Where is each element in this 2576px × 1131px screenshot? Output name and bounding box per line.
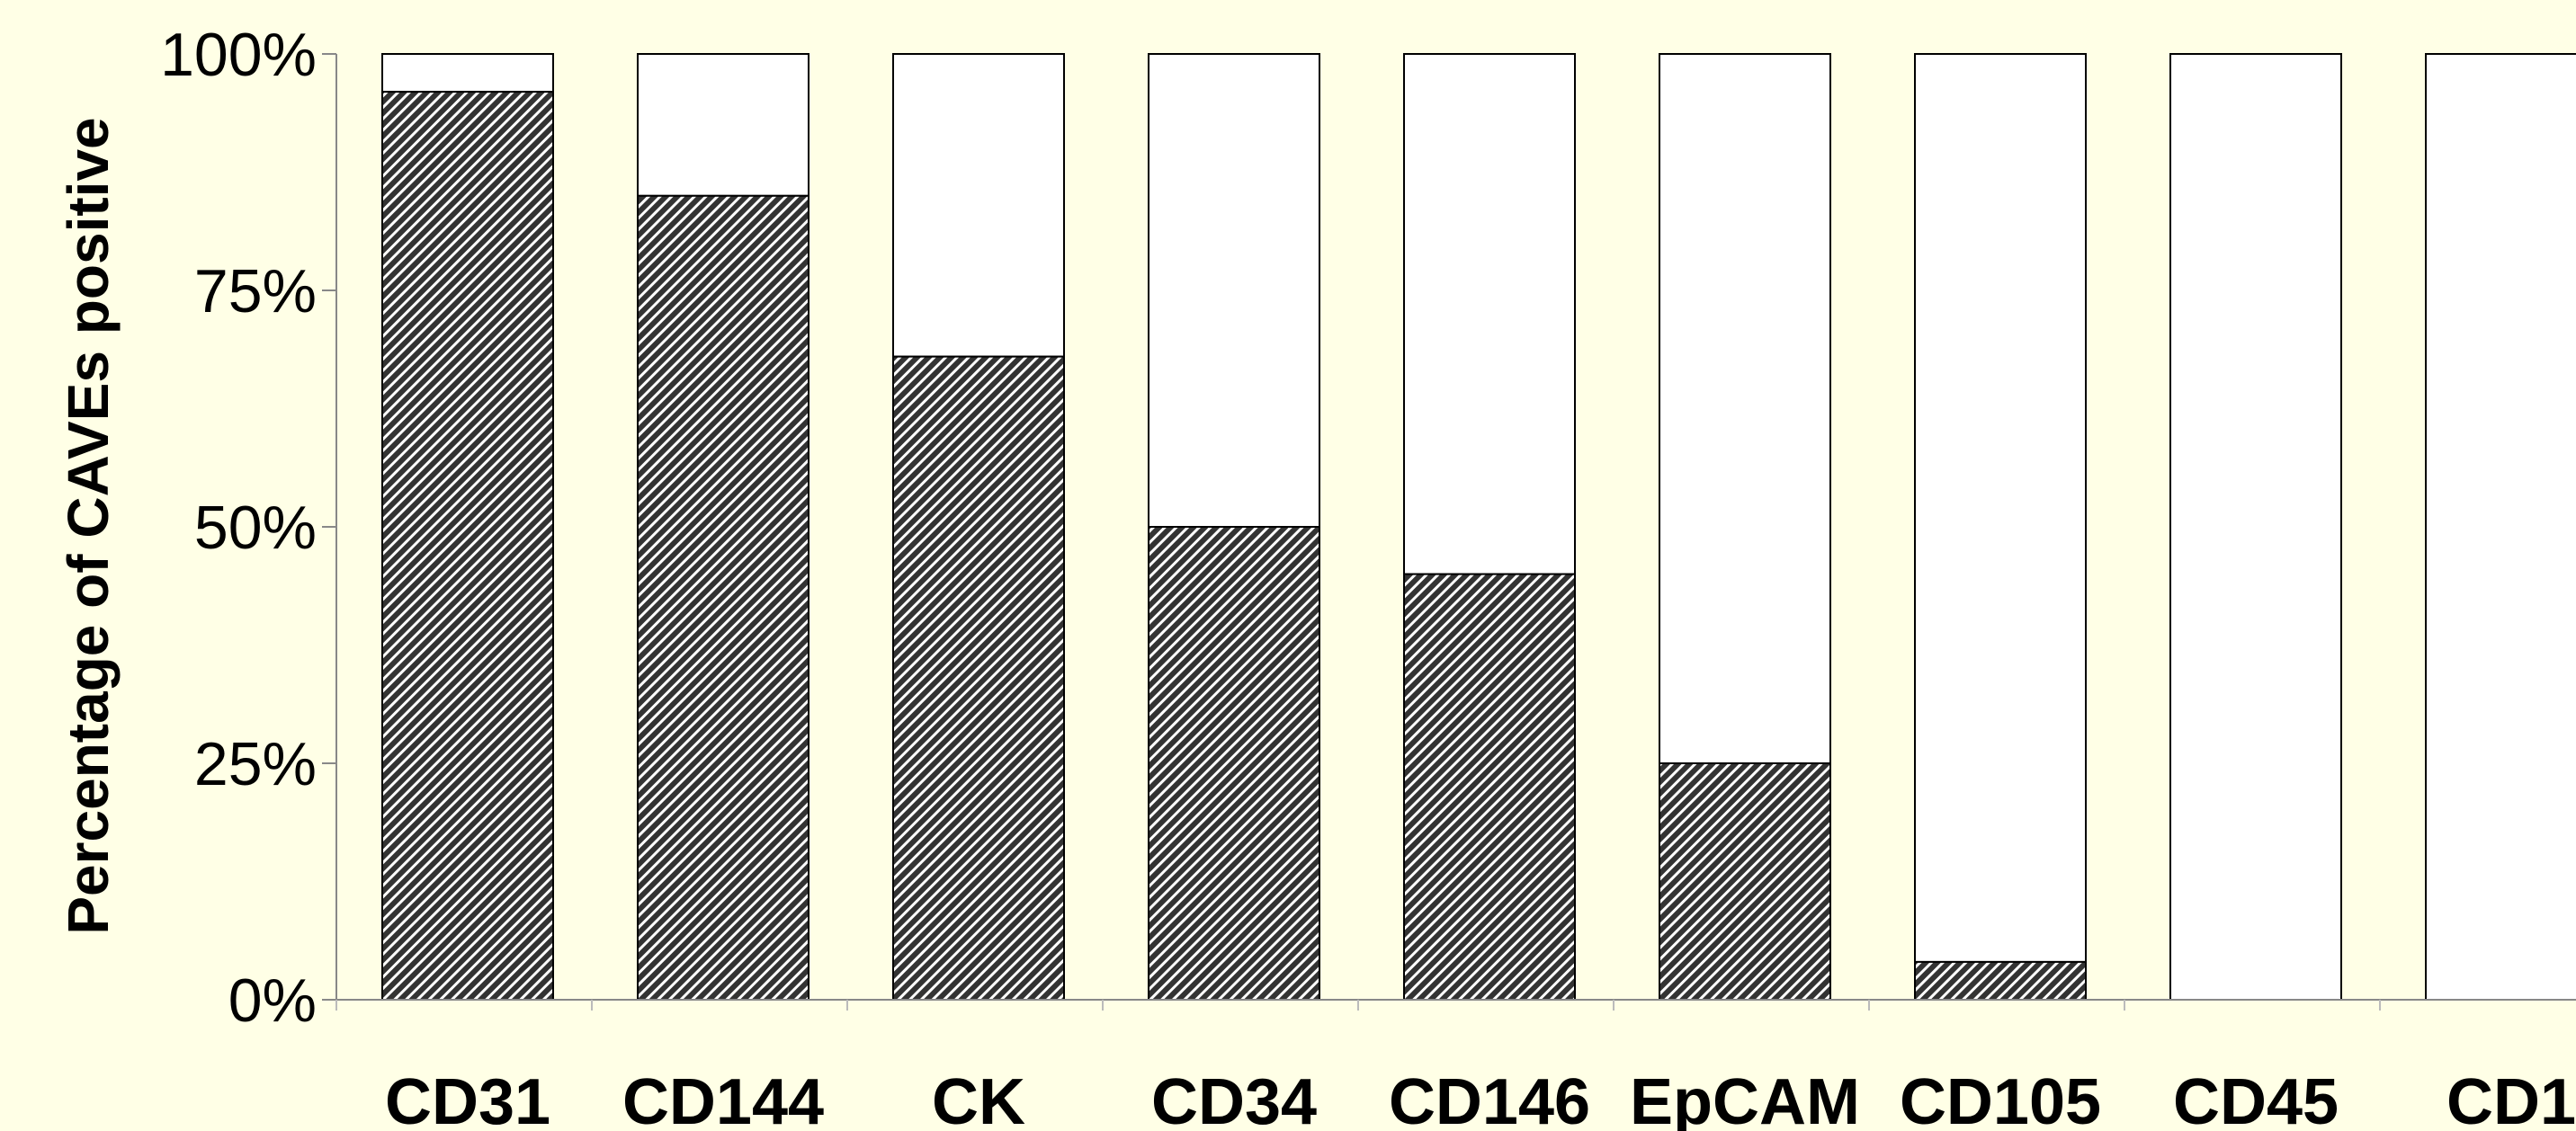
y-tick-label: 50%: [194, 494, 317, 562]
bar-remainder: [2169, 53, 2342, 1001]
bar-positive: [892, 355, 1065, 1001]
x-category-label: CD34: [1151, 1066, 1317, 1131]
bar-remainder: [2425, 53, 2576, 1001]
y-tick-label: 75%: [194, 257, 317, 325]
bar-cd1: [2425, 53, 2576, 1001]
bar-positive: [1148, 526, 1320, 1001]
bar-cd31: [381, 53, 554, 1001]
bar-remainder: [1148, 53, 1320, 528]
x-category-label: CD105: [1900, 1066, 2101, 1131]
bar-positive: [381, 91, 554, 1001]
bar-remainder: [381, 53, 554, 94]
bar-positive: [637, 194, 809, 1002]
bar-remainder: [1659, 53, 1831, 764]
x-category-label: CK: [932, 1066, 1025, 1131]
bar-positive: [1914, 960, 2087, 1002]
bar-epcam: [1659, 53, 1831, 1001]
bar-ck: [892, 53, 1065, 1001]
x-category-label: CD144: [622, 1066, 824, 1131]
x-axis: CD31 CD144 CK CD34 CD146 EpCAM CD105 CD45 CD1: [335, 999, 2576, 1131]
bar-remainder: [637, 53, 809, 197]
y-tick-label: 0%: [228, 966, 317, 1035]
bars-group: [381, 53, 2576, 1002]
bar-cd34: [1148, 53, 1320, 1001]
x-category-label: CD31: [385, 1066, 550, 1131]
y-tick-label: 100%: [160, 21, 317, 89]
x-category-label: CD1: [2446, 1066, 2576, 1131]
x-category-label: EpCAM: [1630, 1066, 1860, 1131]
y-axis-title: Percentage of CAVEs positive: [56, 117, 121, 934]
bar-remainder: [892, 53, 1065, 358]
x-category-label: CD146: [1389, 1066, 1590, 1131]
bar-cd105: [1914, 53, 2087, 1002]
y-axis: 0% 25% 50% 75% 100%: [160, 21, 337, 1035]
bar-remainder: [1914, 53, 2087, 963]
bar-remainder: [1403, 53, 1576, 575]
bar-positive: [1403, 573, 1576, 1001]
bar-positive: [1659, 762, 1831, 1001]
bar-cd146: [1403, 53, 1576, 1001]
x-category-label: CD45: [2173, 1066, 2339, 1131]
y-tick-label: 25%: [194, 730, 317, 798]
bar-cd45: [2169, 53, 2342, 1001]
bar-cd144: [637, 53, 809, 1002]
